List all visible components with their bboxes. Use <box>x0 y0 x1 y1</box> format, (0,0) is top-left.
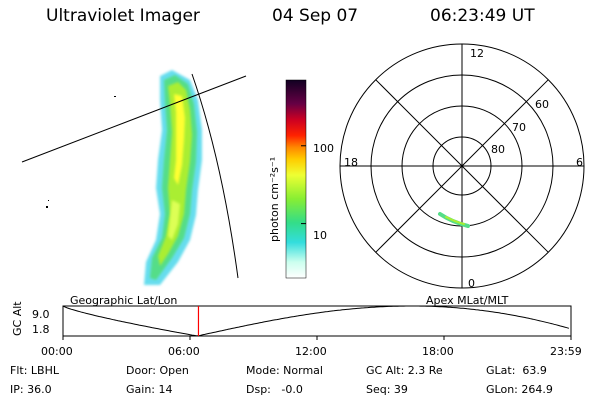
instrument-title: Ultraviolet Imager <box>46 6 200 26</box>
colorbar-ticks <box>301 145 306 225</box>
timeline-ticks <box>62 336 572 340</box>
speck <box>46 206 48 208</box>
timeline-ytick-max: 9.0 <box>32 308 50 321</box>
status-glon: GLon: 264.9 <box>486 383 553 396</box>
status-door: Door: Open <box>126 364 189 377</box>
timeline-xtick-4: 23:59 <box>550 345 582 358</box>
date-label: 04 Sep 07 <box>272 6 359 26</box>
status-gain: Gain: 14 <box>126 383 173 396</box>
status-seq: Seq: 39 <box>366 383 408 396</box>
timeline-xtick-2: 12:00 <box>295 345 327 358</box>
terminator-line <box>191 73 239 279</box>
polar-aurora-core <box>445 216 465 225</box>
status-gc-alt: GC Alt: 2.3 Re <box>366 364 443 377</box>
polar-lat-60: 60 <box>535 98 549 111</box>
latitude-line <box>21 75 247 163</box>
status-mode: Mode: Normal <box>246 364 323 377</box>
polar-lat-80: 80 <box>491 143 505 156</box>
aurora-core-lower <box>168 200 180 240</box>
timeline-xtick-3: 18:00 <box>422 345 454 358</box>
speck <box>48 200 49 201</box>
status-glat: GLat: 63.9 <box>486 364 547 377</box>
colorbar-gradient <box>285 79 307 279</box>
timeline-right-label: Apex MLat/MLT <box>426 294 509 307</box>
status-dsp: Dsp: -0.0 <box>246 383 303 396</box>
status-filter: Flt: LBHL <box>10 364 59 377</box>
polar-label-left: 18 <box>344 156 358 169</box>
aurora-core <box>174 94 185 185</box>
colorbar-tick-10: 10 <box>313 229 327 242</box>
timeline-ytick-min: 1.8 <box>32 323 50 336</box>
time-label: 06:23:49 UT <box>430 6 535 26</box>
status-ip: IP: 36.0 <box>10 383 52 396</box>
colorbar-tick-100: 100 <box>313 142 334 155</box>
timeline-left-label: Geographic Lat/Lon <box>70 294 178 307</box>
polar-label-top: 12 <box>470 47 484 60</box>
polar-lat-70: 70 <box>512 121 526 134</box>
polar-label-bottom: 0 <box>468 277 475 290</box>
timeline-altitude-curve <box>62 305 570 337</box>
timeline-xtick-1: 06:00 <box>168 345 200 358</box>
polar-diagonal-2 <box>375 79 549 253</box>
timeline-frame <box>62 305 572 337</box>
timeline-xtick-0: 00:00 <box>41 345 73 358</box>
polar-label-right: 6 <box>576 156 583 169</box>
speck <box>114 96 116 97</box>
